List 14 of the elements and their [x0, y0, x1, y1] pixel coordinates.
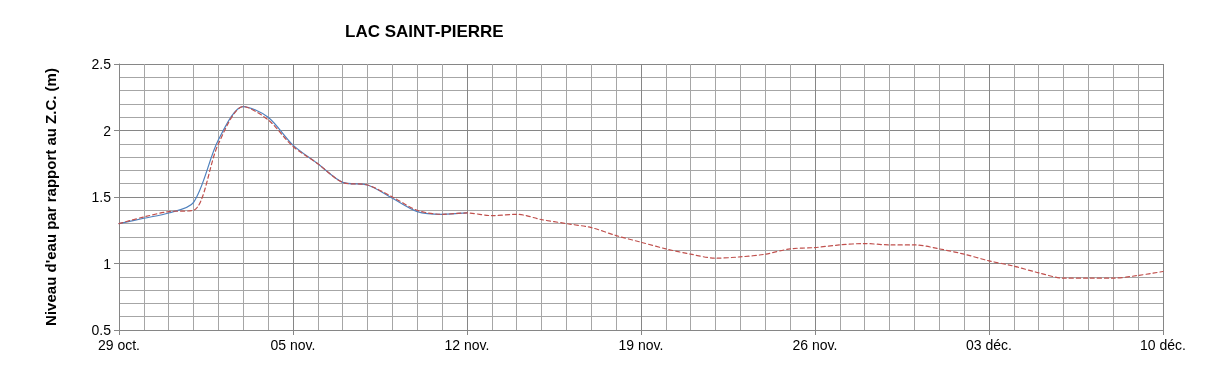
- y-tick-label: 0.5: [91, 322, 112, 338]
- x-tick-label: 12 nov.: [444, 337, 490, 353]
- x-tick-label: 19 nov.: [618, 337, 664, 353]
- x-tick-label: 05 nov.: [270, 337, 316, 353]
- y-tick-label: 1: [103, 255, 112, 272]
- y-axis-title: Niveau d'eau par rapport au Z.C. (m): [41, 68, 59, 326]
- y-tick-label: 2: [103, 122, 112, 139]
- y-tick-label: 2.5: [91, 56, 112, 72]
- x-tick-label: 03 déc.: [966, 337, 1012, 353]
- y-tick-label: 1.5: [91, 189, 112, 205]
- chart-title: LAC SAINT-PIERRE: [345, 22, 504, 41]
- x-tick-label: 29 oct.: [97, 337, 141, 353]
- x-tick-label: 26 nov.: [792, 337, 838, 353]
- x-tick-label: 10 déc.: [1140, 337, 1186, 353]
